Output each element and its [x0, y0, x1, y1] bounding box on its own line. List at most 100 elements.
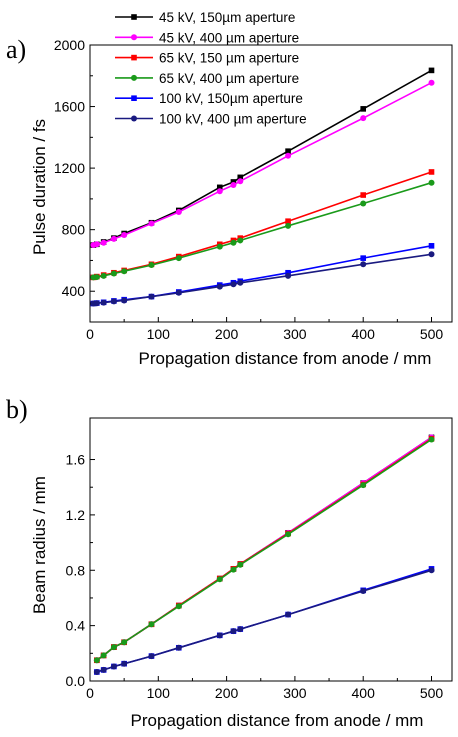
data-point: [93, 300, 100, 307]
x-tick-label: 100: [147, 685, 171, 701]
y-tick-label: 400: [62, 283, 86, 299]
data-point: [110, 270, 117, 277]
data-point: [428, 67, 435, 74]
x-tick-label: 400: [352, 685, 376, 701]
series-5: [93, 567, 435, 676]
legend-label: 45 kV, 150µm aperture: [159, 10, 295, 25]
legend-label: 65 kV, 150 µm aperture: [159, 51, 299, 66]
legend-label: 65 kV, 400 µm aperture: [159, 71, 299, 86]
y-axis-title-b: Beam radius / mm: [30, 476, 49, 614]
data-point: [230, 179, 237, 185]
data-point: [428, 567, 435, 574]
data-point: [216, 243, 223, 250]
legend-entry-2: 65 kV, 150 µm aperture: [115, 51, 299, 66]
x-tick-label: 0: [86, 685, 94, 701]
data-point: [428, 436, 435, 443]
data-point: [237, 279, 244, 286]
data-point: [121, 268, 128, 275]
data-point: [237, 237, 244, 244]
y-tick-label: 0.4: [66, 618, 86, 634]
data-point: [110, 663, 117, 670]
data-point: [100, 239, 107, 246]
data-point: [230, 182, 237, 189]
series-line-3: [96, 438, 432, 661]
data-point: [285, 152, 292, 159]
series-line-1: [93, 81, 432, 246]
legend-marker: [131, 95, 137, 101]
plot-frame: [89, 44, 453, 323]
data-point: [285, 611, 292, 618]
data-point: [285, 269, 291, 276]
data-point: [93, 274, 100, 281]
x-tick-label: 500: [420, 326, 444, 342]
data-point: [230, 281, 237, 288]
series-line-5: [96, 569, 432, 673]
plot-frame: [89, 417, 453, 682]
data-point: [175, 255, 182, 262]
data-point: [93, 669, 100, 676]
data-point: [93, 241, 100, 248]
data-point: [100, 272, 107, 279]
data-point: [216, 184, 223, 191]
data-point: [93, 657, 100, 664]
y-axis-title-a: Pulse duration / fs: [30, 119, 49, 255]
data-point: [428, 251, 435, 258]
legend-a: 45 kV, 150µm aperture 45 kV, 400 µm apert…: [115, 10, 307, 127]
panel-b-beam-radius: b) 0 100 200 300 400 500 0.0 0.4 0.8 1.2 1.6 Propa…: [6, 395, 453, 730]
data-point: [148, 653, 155, 660]
data-point: [360, 200, 367, 207]
series-line-5: [93, 253, 432, 305]
panel-b-label: b): [6, 395, 28, 424]
legend-entry-4: 100 kV, 150µm aperture: [115, 91, 303, 106]
data-point: [230, 239, 237, 246]
data-point: [148, 621, 155, 628]
data-point: [121, 639, 128, 646]
x-tick-label: 0: [86, 326, 94, 342]
data-point: [175, 208, 182, 215]
legend-marker: [131, 74, 137, 81]
data-point: [121, 660, 128, 667]
legend-label: 100 kV, 400 µm aperture: [159, 112, 307, 127]
series-4: [90, 243, 435, 307]
data-point: [360, 255, 367, 261]
data-point: [216, 188, 223, 195]
data-point: [100, 666, 107, 673]
data-point: [100, 652, 107, 659]
data-point: [360, 106, 367, 112]
data-point: [175, 603, 182, 610]
x-tick-label: 500: [420, 685, 444, 701]
data-point: [110, 298, 117, 305]
legend-marker: [131, 115, 137, 122]
data-point: [237, 174, 244, 181]
data-point: [285, 531, 292, 538]
legend-marker: [131, 14, 137, 20]
legend-entry-5: 100 kV, 400 µm aperture: [115, 112, 307, 127]
data-point: [428, 179, 435, 186]
plot-b-area: 0 100 200 300 400 500 0.0 0.4 0.8 1.2 1.6: [66, 417, 453, 701]
data-point: [428, 79, 435, 86]
data-point: [100, 299, 107, 306]
legend-label: 100 kV, 150µm aperture: [159, 91, 303, 106]
data-point: [285, 272, 292, 279]
legend-marker: [131, 34, 137, 41]
plot-a-area: 0 100 200 300 400 500 400 800 1200 1600 2000: [54, 37, 453, 342]
data-point: [360, 192, 367, 198]
data-point: [148, 262, 155, 269]
data-point: [216, 632, 223, 639]
x-axis-title-a: Propagation distance from anode / mm: [139, 349, 432, 368]
series-1: [90, 79, 435, 249]
x-tick-label: 300: [283, 685, 307, 701]
data-point: [360, 115, 367, 122]
data-point: [216, 283, 223, 290]
y-tick-label: 1.2: [66, 507, 86, 523]
x-tick-label: 100: [147, 326, 171, 342]
legend-entry-0: 45 kV, 150µm aperture: [115, 10, 295, 25]
y-tick-label: 0.8: [66, 562, 86, 578]
panel-a-label: a): [6, 35, 26, 64]
panel-a-pulse-duration: a) 0 100 200 300 400 500 400 800 1200 1600 2000 Pr…: [6, 10, 453, 368]
data-point: [237, 626, 244, 633]
data-point: [175, 644, 182, 651]
data-point: [237, 178, 244, 185]
data-point: [285, 218, 291, 225]
